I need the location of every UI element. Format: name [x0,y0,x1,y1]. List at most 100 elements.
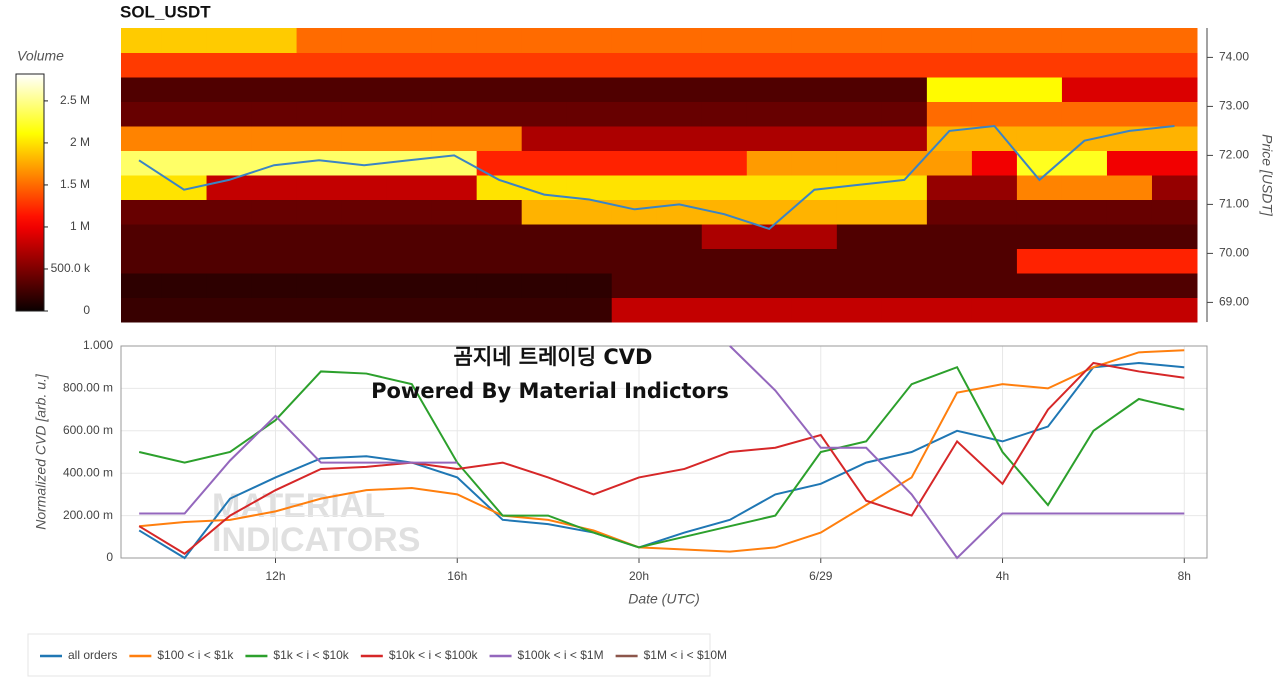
heatmap-cell [836,273,883,298]
heatmap-cell [881,199,928,225]
heatmap-cell [656,52,703,78]
heatmap-cell [251,77,298,102]
heatmap-cell [521,199,568,225]
heatmap-cell [1151,101,1198,127]
heatmap-cell [611,126,658,151]
heatmap-cell [251,199,298,225]
heatmap-cell [926,77,973,102]
plot-frame [120,345,1208,559]
heatmap-cell [701,297,748,323]
heatmap-cell [1016,101,1063,127]
heatmap-cell [1151,126,1198,151]
heatmap-cell [566,248,613,274]
series-line [138,361,1185,560]
heatmap-cell [206,126,253,151]
heatmap-cell [1016,199,1063,225]
heatmap-cell [1151,199,1198,225]
heatmap-cell [746,101,793,127]
heatmap-cell [926,28,973,53]
y-tick-label: 400.00 m [63,465,113,479]
heatmap-cell [251,175,298,200]
heatmap-cell [431,150,478,176]
heatmap-cell [566,297,613,323]
heatmap-cell [121,28,163,53]
heatmap-cell [656,150,703,176]
heatmap-cell [251,101,298,127]
heatmap-cell [1016,77,1063,102]
colorbar [15,73,45,312]
heatmap-cell [701,77,748,102]
heatmap-cell [881,28,928,53]
heatmap-cell [431,224,478,249]
heatmap-cell [926,175,973,200]
heatmap-cell [1061,28,1108,53]
y-tick-label: 600.00 m [63,423,113,437]
x-tick-label: 16h [447,569,467,583]
heatmap-cell [611,199,658,225]
annotation: 곰지네 트레이딩 CVD [454,345,653,369]
heatmap-cell [656,224,703,249]
heatmap-cell [476,77,523,102]
heatmap-cell [1151,28,1198,53]
heatmap-cell [701,52,748,78]
heatmap-cell [296,175,343,200]
heatmap-cell [1106,224,1153,249]
heatmap-cell [611,224,658,249]
heatmap-cell [121,101,163,127]
heatmap-cell [656,28,703,53]
heatmap-cell [566,28,613,53]
heatmap-cell [296,199,343,225]
heatmap-cell [1016,248,1063,274]
heatmap-cell [206,52,253,78]
heatmap-cell [251,28,298,53]
heatmap-cell [251,224,298,249]
heatmap-cell [386,248,433,274]
heatmap-cell [476,126,523,151]
heatmap-cell [341,224,388,249]
heatmap-cell [1151,52,1198,78]
heatmap-cell [251,248,298,274]
heatmap-cell [1151,224,1198,249]
x-axis-label: Date (UTC) [628,591,700,607]
heatmap-cell [611,150,658,176]
y-tick-label: 800.00 m [63,381,113,395]
heatmap-cell [476,248,523,274]
price-tick-label: 71.00 [1219,197,1249,211]
x-tick-label: 6/29 [809,569,833,583]
heatmap-cell [746,52,793,78]
heatmap-cell [476,199,523,225]
heatmap-cell [386,297,433,323]
heatmap-cell [296,248,343,274]
heatmap-cell [1151,77,1198,102]
heatmap-cell [1106,175,1153,200]
heatmap-cell [566,150,613,176]
y-axis-label: Normalized CVD [arb. u.] [33,373,49,530]
heatmap-cell [1106,52,1153,78]
heatmap-cell [161,126,208,151]
heatmap-cell [701,175,748,200]
heatmap-cell [836,224,883,249]
heatmap-cell [791,126,838,151]
heatmap-cell [656,175,703,200]
heatmap-cell [431,199,478,225]
heatmap-cell [746,273,793,298]
heatmap-cell [971,77,1018,102]
heatmap-cell [881,297,928,323]
heatmap-cell [1106,199,1153,225]
heatmap-cell [161,297,208,323]
heatmap-cell [476,28,523,53]
heatmap-cell [791,224,838,249]
heatmap-cell [521,28,568,53]
heatmap-cell [926,273,973,298]
heatmap-cell [121,175,163,200]
heatmap-cell [1106,101,1153,127]
heatmap-cell [341,273,388,298]
heatmap-cell [836,126,883,151]
heatmap-cell [121,126,163,151]
heatmap-cell [971,199,1018,225]
heatmap-cell [881,101,928,127]
heatmap-cell [701,126,748,151]
heatmap-cell [611,101,658,127]
heatmap-cell [296,52,343,78]
heatmap-cell [431,77,478,102]
